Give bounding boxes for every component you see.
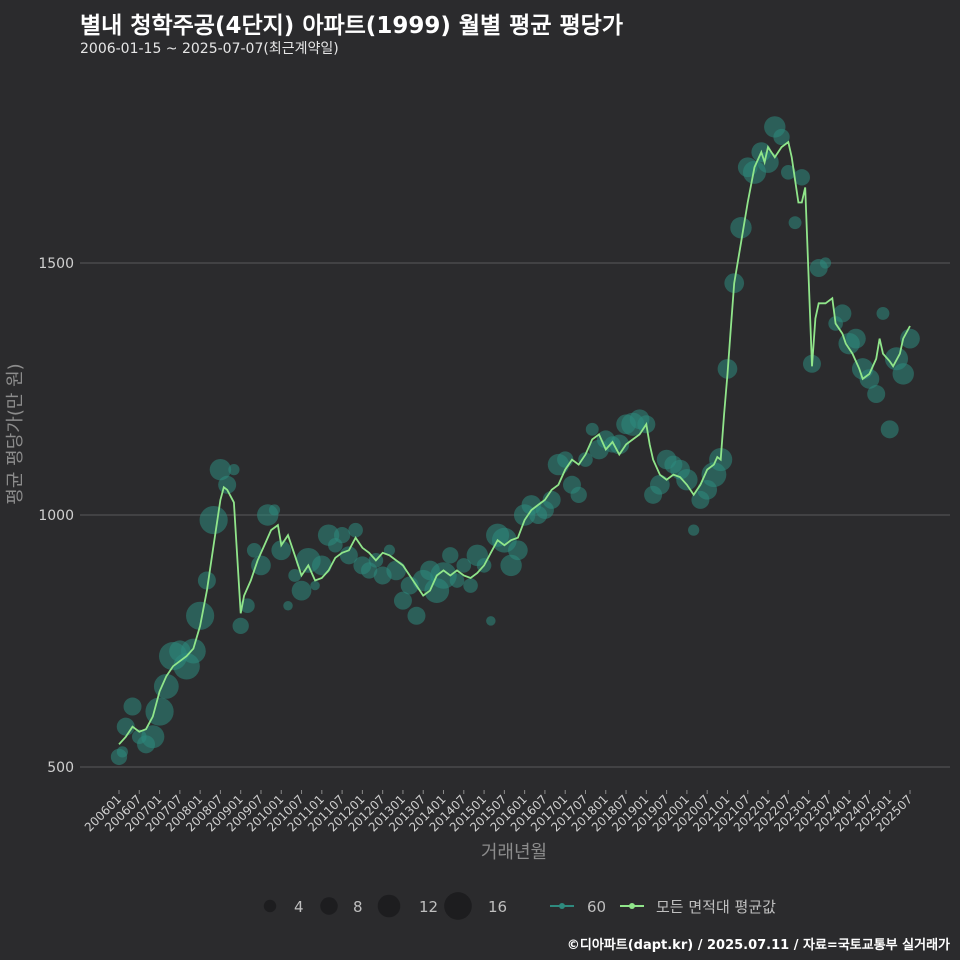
bubble-point <box>251 555 271 576</box>
legend-size-label: 12 <box>419 898 438 916</box>
bubble-point <box>585 422 599 436</box>
bubble-point <box>688 524 700 536</box>
bubble-point <box>116 746 128 758</box>
bubble-point <box>271 540 292 561</box>
bubble-point <box>859 369 880 389</box>
legend-size-circle <box>444 892 472 920</box>
bubble-point <box>209 458 232 481</box>
y-tick-label: 500 <box>47 760 74 776</box>
y-axis-label: 평균 평당가(만 원) <box>5 363 26 504</box>
bubble-point <box>557 451 574 468</box>
legend-series-average-label: 모든 면적대 평균값 <box>656 898 776 916</box>
bubble-point <box>333 527 351 544</box>
bubble-point <box>609 434 630 455</box>
bubble-point <box>788 216 802 230</box>
bubble-point <box>880 420 899 439</box>
y-axis-ticks: 500 1000 1500 <box>38 256 74 776</box>
x-axis-label: 거래년월 <box>481 842 547 863</box>
bubble-point <box>186 601 215 630</box>
bubble-point <box>288 569 302 582</box>
bubble-point <box>650 474 670 495</box>
legend-size-circle <box>320 897 338 915</box>
bubble-point <box>730 217 752 239</box>
bubble-point <box>197 571 216 590</box>
legend-series-60-dot <box>559 903 565 909</box>
bubble-point <box>407 606 426 625</box>
legend-size-label: 16 <box>488 898 507 916</box>
bubble-point <box>793 169 810 186</box>
bubble-point <box>578 452 593 467</box>
bubble-point <box>283 600 293 611</box>
bubble-point <box>463 578 478 593</box>
bubble-point <box>442 547 459 564</box>
bubble-point <box>773 128 790 146</box>
bubble-point <box>240 598 255 614</box>
legend-series-average-dot <box>629 903 635 909</box>
bubble-point <box>383 544 396 556</box>
bubble-point <box>246 542 262 558</box>
bubble-point <box>486 616 496 626</box>
chart-subtitle: 2006-01-15 ~ 2025-07-07(최근계약일) <box>80 41 339 57</box>
bubble-point <box>348 522 363 538</box>
bubble-layer <box>110 116 920 766</box>
legend-size-circle <box>263 899 277 913</box>
bubble-point <box>310 580 320 591</box>
chart-title: 별내 청학주공(4단지) 아파트(1999) 월별 평균 평당가 <box>80 13 623 39</box>
bubble-point <box>141 725 165 749</box>
bubble-point <box>393 591 412 610</box>
bubble-point <box>570 486 587 503</box>
bubble-point <box>123 697 142 716</box>
legend-size-circle <box>377 894 401 918</box>
bubble-point <box>268 504 281 516</box>
bubble-point <box>386 560 407 581</box>
bubble-point <box>291 580 312 601</box>
legend: 4 8 12 16 60 모든 면적대 평균값 <box>263 892 776 920</box>
bubble-point <box>228 464 240 476</box>
bubble-point <box>676 469 698 491</box>
legend-size-label: 8 <box>353 898 363 916</box>
bubble-point <box>876 306 890 320</box>
bubble-point <box>500 554 522 577</box>
x-axis-ticks: 2006012006072007012007072008012008072009… <box>82 790 915 835</box>
series-line-average <box>118 140 911 745</box>
bubble-point <box>199 505 228 535</box>
bubble-point <box>892 363 914 385</box>
bubble-point <box>819 257 832 269</box>
bubble-point <box>339 546 358 565</box>
y-tick-label: 1500 <box>38 256 74 272</box>
bubble-point <box>508 540 528 561</box>
legend-size-label: 4 <box>294 898 304 916</box>
bubble-point <box>311 555 332 576</box>
bubble-point <box>867 385 886 404</box>
bubble-point <box>449 573 465 588</box>
y-tick-label: 1000 <box>38 508 74 524</box>
legend-series-60-label: 60 <box>587 898 606 916</box>
bubble-point <box>232 617 249 635</box>
footer-credit: ©디아파트(dapt.kr) / 2025.07.11 / 자료=국토교통부 실… <box>566 938 950 953</box>
bubble-point <box>833 304 852 323</box>
bubble-point <box>781 164 796 180</box>
bubble-point <box>846 328 866 349</box>
bubble-point <box>180 638 206 664</box>
bubble-point <box>456 558 472 573</box>
